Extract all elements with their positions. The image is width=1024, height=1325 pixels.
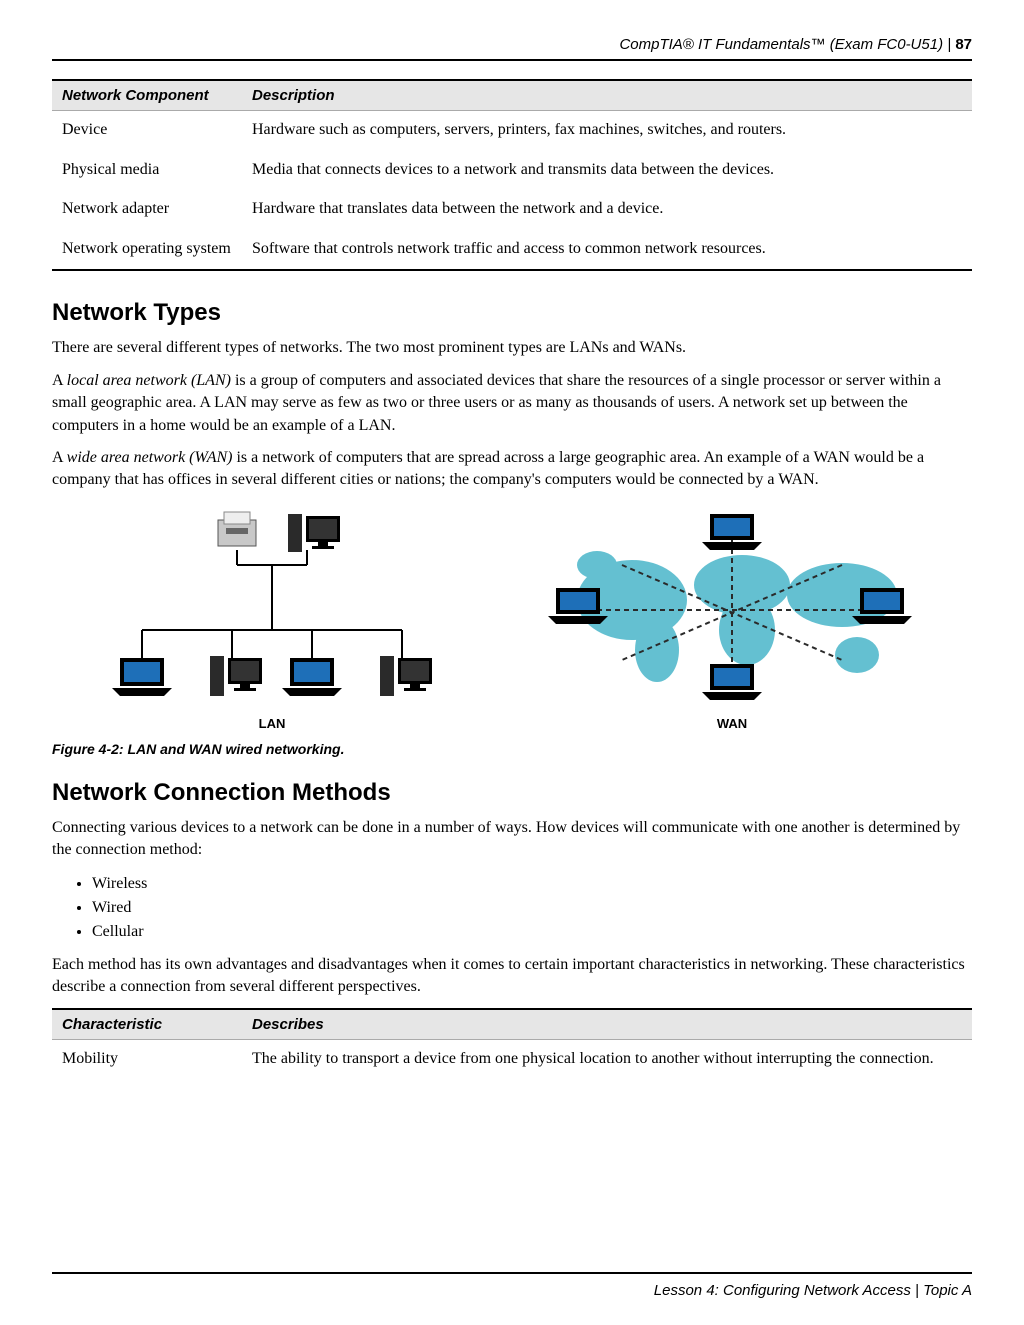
page-number: 87 xyxy=(955,36,972,53)
figure-wan-label: WAN xyxy=(542,716,922,731)
page-footer: Lesson 4: Configuring Network Access | T… xyxy=(52,1272,972,1299)
table-row: MobilityThe ability to transport a devic… xyxy=(52,1040,972,1080)
paragraph: There are several different types of net… xyxy=(52,337,972,359)
cell: Hardware that translates data between th… xyxy=(242,190,972,230)
list-item: Wired xyxy=(92,896,972,920)
laptop-icon xyxy=(112,658,172,696)
desktop-icon xyxy=(288,514,340,552)
footer-text: Lesson 4: Configuring Network Access | T… xyxy=(654,1282,972,1299)
figure-lan-wan: LAN xyxy=(52,510,972,731)
paragraph: A local area network (LAN) is a group of… xyxy=(52,370,972,437)
term-lan: local area network (LAN) xyxy=(67,372,231,389)
figure-wan: WAN xyxy=(542,510,922,731)
lan-diagram-icon xyxy=(102,510,442,710)
desktop-icon xyxy=(380,656,432,696)
cell: The ability to transport a device from o… xyxy=(242,1040,972,1080)
table-row: DeviceHardware such as computers, server… xyxy=(52,111,972,151)
paragraph: Each method has its own advantages and d… xyxy=(52,954,972,999)
connection-methods-list: WirelessWiredCellular xyxy=(92,872,972,944)
figure-caption: Figure 4-2: LAN and WAN wired networking… xyxy=(52,741,972,757)
wan-diagram-icon xyxy=(542,510,922,710)
desktop-icon xyxy=(210,656,262,696)
table2-header-1: Describes xyxy=(242,1009,972,1040)
network-component-table: Network Component Description DeviceHard… xyxy=(52,79,972,271)
figure-lan: LAN xyxy=(102,510,442,731)
table1-header-1: Description xyxy=(242,80,972,111)
laptop-icon xyxy=(702,514,762,550)
table-row: Physical mediaMedia that connects device… xyxy=(52,151,972,191)
table1-header-0: Network Component xyxy=(52,80,242,111)
cell: Physical media xyxy=(52,151,242,191)
characteristics-table: Characteristic Describes MobilityThe abi… xyxy=(52,1008,972,1080)
table2-header-0: Characteristic xyxy=(52,1009,242,1040)
cell: Device xyxy=(52,111,242,151)
printer-icon xyxy=(218,512,256,546)
paragraph: Connecting various devices to a network … xyxy=(52,817,972,862)
paragraph: A wide area network (WAN) is a network o… xyxy=(52,447,972,492)
list-item: Cellular xyxy=(92,920,972,944)
cell: Media that connects devices to a network… xyxy=(242,151,972,191)
list-item: Wireless xyxy=(92,872,972,896)
laptop-icon xyxy=(548,588,608,624)
table-row: Network operating systemSoftware that co… xyxy=(52,230,972,271)
cell: Network adapter xyxy=(52,190,242,230)
laptop-icon xyxy=(852,588,912,624)
page-header: CompTIA® IT Fundamentals™ (Exam FC0-U51)… xyxy=(52,36,972,61)
heading-network-types: Network Types xyxy=(52,299,972,327)
heading-connection-methods: Network Connection Methods xyxy=(52,779,972,807)
cell: Software that controls network traffic a… xyxy=(242,230,972,271)
figure-lan-label: LAN xyxy=(102,716,442,731)
laptop-icon xyxy=(282,658,342,696)
cell: Network operating system xyxy=(52,230,242,271)
table-row: Network adapterHardware that translates … xyxy=(52,190,972,230)
cell: Hardware such as computers, servers, pri… xyxy=(242,111,972,151)
term-wan: wide area network (WAN) xyxy=(67,449,233,466)
cell: Mobility xyxy=(52,1040,242,1080)
world-map-icon xyxy=(577,551,897,682)
header-title: CompTIA® IT Fundamentals™ (Exam FC0-U51)… xyxy=(619,36,955,53)
laptop-icon xyxy=(702,664,762,700)
